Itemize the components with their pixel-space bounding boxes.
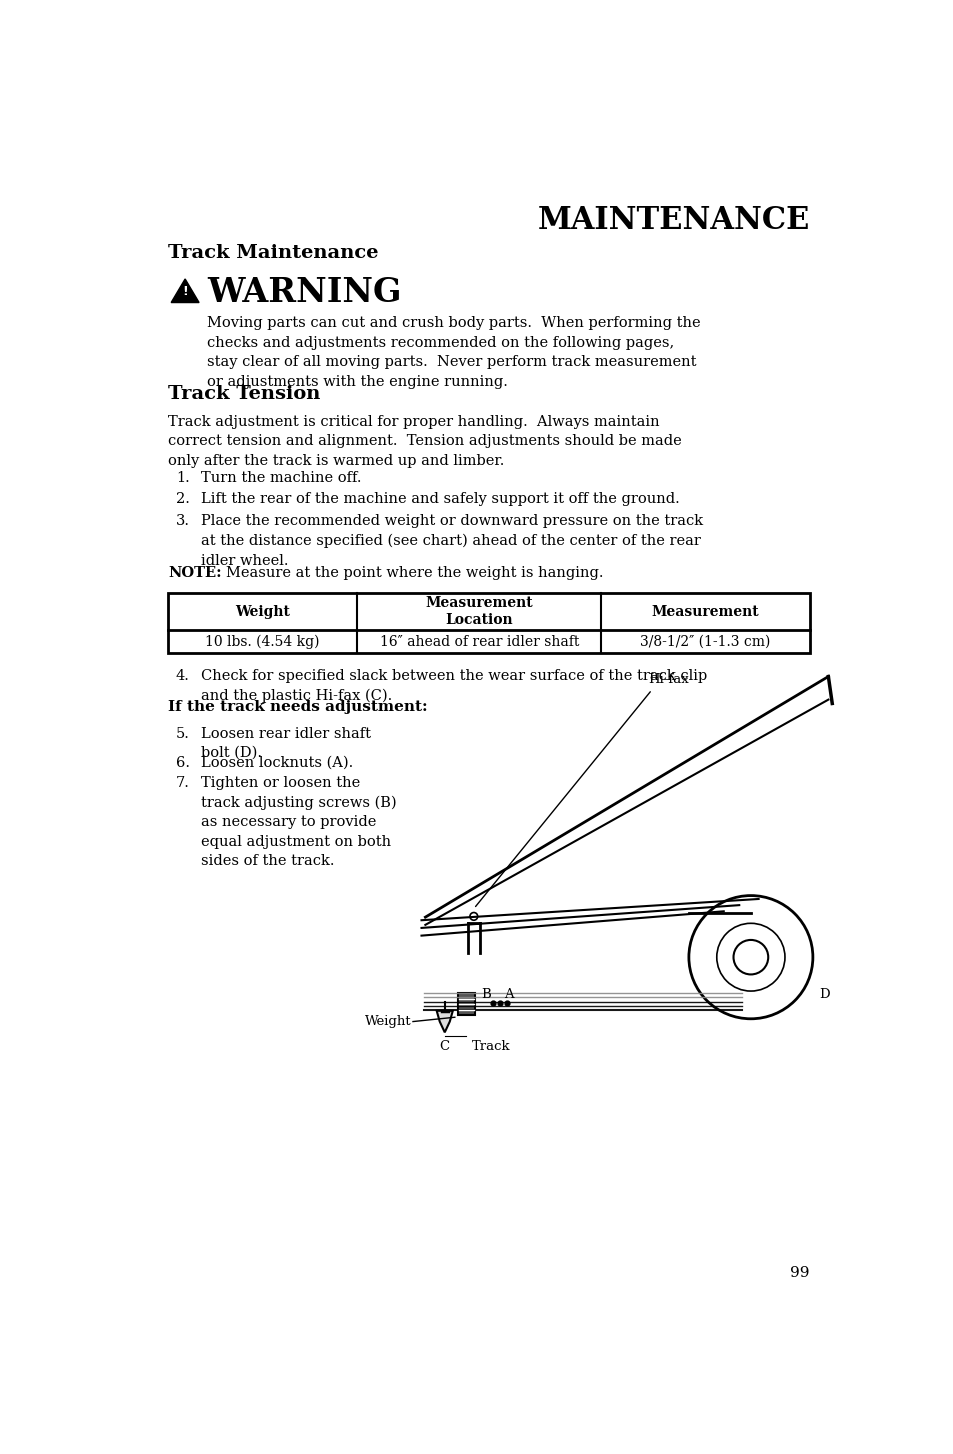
Text: Track Tension: Track Tension xyxy=(168,385,320,403)
Text: 10 lbs. (4.54 kg): 10 lbs. (4.54 kg) xyxy=(205,635,319,648)
Text: Measurement
Location: Measurement Location xyxy=(425,596,533,628)
Text: Place the recommended weight or downward pressure on the track
at the distance s: Place the recommended weight or downward… xyxy=(200,515,702,567)
Text: C: C xyxy=(439,1040,450,1053)
Text: Moving parts can cut and crush body parts.  When performing the
checks and adjus: Moving parts can cut and crush body part… xyxy=(207,316,700,388)
Polygon shape xyxy=(171,279,199,302)
Text: Track: Track xyxy=(472,1040,510,1053)
Text: 7.: 7. xyxy=(175,776,190,790)
Text: 3.: 3. xyxy=(175,515,190,528)
Text: NOTE:: NOTE: xyxy=(168,567,221,580)
Text: 5.: 5. xyxy=(175,727,190,740)
Text: 99: 99 xyxy=(789,1266,809,1280)
Text: Hi-fax: Hi-fax xyxy=(647,673,688,686)
Text: B: B xyxy=(480,987,491,1000)
Text: Lift the rear of the machine and safely support it off the ground.: Lift the rear of the machine and safely … xyxy=(200,493,679,506)
Text: MAINTENANCE: MAINTENANCE xyxy=(537,205,809,237)
Text: Track Maintenance: Track Maintenance xyxy=(168,244,378,262)
Text: Loosen locknuts (A).: Loosen locknuts (A). xyxy=(200,756,353,769)
Text: Measure at the point where the weight is hanging.: Measure at the point where the weight is… xyxy=(226,567,603,580)
Text: Check for specified slack between the wear surface of the track clip
and the pla: Check for specified slack between the we… xyxy=(200,669,706,702)
Text: Weight: Weight xyxy=(364,1015,411,1028)
Text: If the track needs adjustment:: If the track needs adjustment: xyxy=(168,699,427,714)
Bar xyxy=(168,593,809,653)
Text: 2.: 2. xyxy=(175,493,190,506)
Text: Turn the machine off.: Turn the machine off. xyxy=(200,471,361,486)
Text: 6.: 6. xyxy=(175,756,190,769)
Text: Weight: Weight xyxy=(235,605,290,619)
Bar xyxy=(457,993,475,1015)
Text: Tighten or loosen the
track adjusting screws (B)
as necessary to provide
equal a: Tighten or loosen the track adjusting sc… xyxy=(200,776,395,868)
Text: D: D xyxy=(819,987,829,1000)
Text: Measurement: Measurement xyxy=(651,605,759,619)
Text: 3/8-1/2″ (1-1.3 cm): 3/8-1/2″ (1-1.3 cm) xyxy=(639,635,770,648)
Text: Track adjustment is critical for proper handling.  Always maintain
correct tensi: Track adjustment is critical for proper … xyxy=(168,414,681,468)
Text: !: ! xyxy=(182,285,188,298)
Text: 1.: 1. xyxy=(175,471,190,486)
Text: 4.: 4. xyxy=(175,669,190,683)
Text: 16″ ahead of rear idler shaft: 16″ ahead of rear idler shaft xyxy=(379,635,578,648)
Text: Loosen rear idler shaft
bolt (D).: Loosen rear idler shaft bolt (D). xyxy=(200,727,370,760)
Text: A: A xyxy=(504,987,514,1000)
Text: WARNING: WARNING xyxy=(207,276,401,310)
Polygon shape xyxy=(436,1011,453,1032)
